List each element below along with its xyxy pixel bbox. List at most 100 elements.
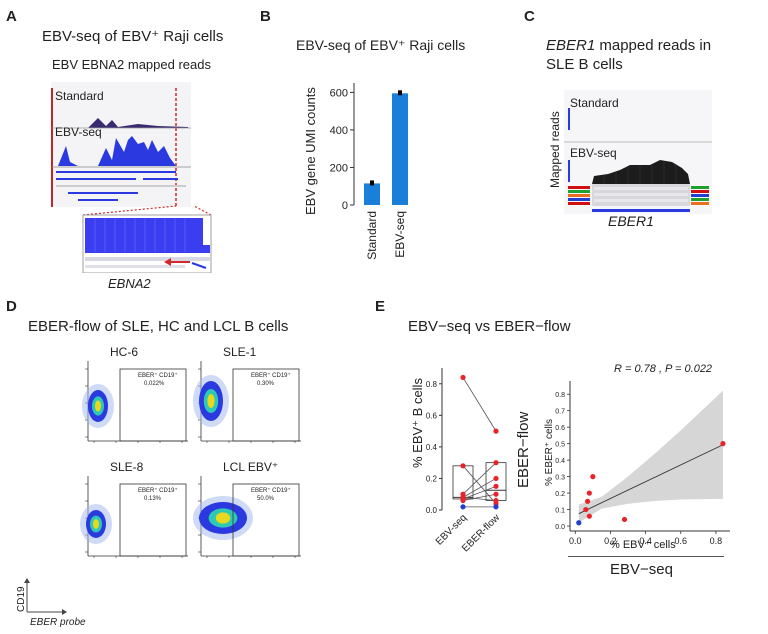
gate-label: EBER⁺ CD19⁺ (138, 487, 178, 494)
y-tick-label: 0.4 (426, 443, 438, 452)
y-tick-label: 0.2 (555, 491, 565, 498)
panel-a-tracks (51, 82, 191, 207)
scatter-point (586, 490, 592, 496)
panel-b-label: B (260, 8, 271, 25)
panel-c-track2-label: EBV-seq (570, 146, 617, 160)
gate-percent: 0.13% (144, 496, 162, 502)
flow-plot-title: LCL EBV⁺ (223, 460, 279, 474)
point-eber-flow (493, 475, 499, 482)
y-tick-label: 0.0 (555, 524, 565, 531)
density-yellow (93, 519, 99, 529)
scatter-point (586, 513, 592, 519)
panel-e-label: E (375, 298, 386, 315)
pair-line (462, 485, 497, 500)
y-tick-label: 0.8 (555, 392, 565, 399)
pair-line (462, 462, 497, 495)
point-eber-flow (493, 460, 499, 466)
y-tick-label: 0.3 (555, 475, 565, 482)
panel-c-title-rest: mapped reads in (595, 37, 712, 54)
category-label: EBV-seq (393, 211, 407, 258)
panel-b-bar-chart: 0 200 400 600 Standard EBV-seq (330, 83, 408, 260)
point-eber-flow (493, 497, 499, 504)
panel-e-divider (568, 556, 724, 557)
flow-plot-4: EBER⁺ CD19⁺ 50.0% (193, 476, 301, 558)
flow-plot-2: EBER⁺ CD19⁺ 0.30% (193, 361, 301, 443)
y-tick-label: 0.6 (555, 425, 565, 432)
y-tick-label: 0.6 (426, 411, 438, 420)
point-ebv-seq (460, 374, 466, 381)
density-yellow (215, 512, 231, 524)
point-eber-flow (493, 483, 499, 489)
panel-c-label: C (524, 8, 535, 25)
bar-standard (364, 183, 380, 205)
gate-percent: 0.30% (257, 381, 275, 387)
x-tick-label: 0.8 (710, 536, 723, 546)
scatter-point (720, 441, 726, 447)
x-tick-label: 0.6 (675, 536, 688, 546)
x-tick-label: 0.4 (639, 536, 652, 546)
panel-a-subtitle: EBV EBNA2 mapped reads (52, 57, 211, 72)
gate-percent: 50.0% (257, 496, 275, 502)
gate-label: EBER⁺ CD19⁺ (251, 487, 291, 494)
category-label: Standard (365, 211, 379, 260)
panel-e-right-xlabel-outer: EBV−seq (610, 561, 673, 578)
panel-b-title: EBV-seq of EBV⁺ Raji cells (296, 37, 466, 53)
flow-plot-title: SLE-8 (110, 460, 144, 474)
panel-c-track1-label: Standard (570, 96, 619, 110)
y-tick-label: 0 (342, 200, 348, 212)
y-tick-label: 400 (330, 125, 348, 137)
point-ebv-seq (460, 463, 466, 469)
flow-plot-1: EBER⁺ CD19⁺ 0.022% (82, 361, 188, 443)
fit-line (578, 444, 724, 515)
scatter-point (576, 520, 582, 526)
panel-a-zoom (82, 205, 212, 273)
correlation-stats: R = 0.78 , P = 0.022 (614, 363, 712, 375)
panel-b-ylabel: EBV gene UMI counts (303, 87, 318, 215)
x-tick-label: 0.2 (604, 536, 617, 546)
y-tick-label: 0.0 (426, 506, 438, 515)
bar-ebv-seq (392, 93, 408, 205)
gate-box (232, 483, 300, 557)
gate-box (232, 368, 300, 442)
panel-e-title: EBV−seq vs EBER−flow (408, 318, 571, 335)
point-ebv-seq (460, 504, 466, 510)
panel-d-title: EBER-flow of SLE, HC and LCL B cells (28, 318, 289, 335)
panel-c-gene-label: EBER1 (608, 213, 654, 229)
pair-line (462, 496, 497, 501)
density-yellow (207, 394, 215, 408)
gate-label: EBER⁺ CD19⁺ (138, 372, 178, 379)
panel-a-title: EBV-seq of EBV⁺ Raji cells (42, 28, 224, 45)
panel-e-right-xlabel-inner: % EBV⁺ cells (610, 539, 676, 551)
y-tick-label: 0.7 (555, 409, 565, 416)
confidence-band (578, 390, 723, 523)
pair-line (462, 478, 497, 498)
point-eber-flow (493, 428, 499, 434)
y-tick-label: 0.5 (555, 442, 565, 449)
x-tick-label: 0.0 (569, 536, 582, 546)
panel-c-tracks (564, 90, 712, 214)
panel-d-xaxis: EBER probe (30, 617, 86, 628)
gate-label: EBER⁺ CD19⁺ (251, 372, 291, 379)
panel-d-axis-arrows (24, 578, 67, 615)
scatter-point (584, 498, 591, 504)
scatter-point (583, 506, 589, 513)
panel-a-gene-label: EBNA2 (108, 276, 151, 291)
flow-plot-3: EBER⁺ CD19⁺ 0.13% (80, 476, 188, 558)
gate-box (119, 368, 187, 442)
y-tick-label: 600 (330, 87, 348, 99)
y-tick-label: 0.8 (426, 380, 438, 389)
flow-plot-title: HC-6 (110, 345, 139, 359)
panel-a-track2-label: EBV-seq (55, 125, 102, 139)
flow-plot-title: SLE-1 (223, 345, 257, 359)
density-yellow (95, 400, 101, 412)
panel-c-title-line1: EBER1 mapped reads in (546, 37, 712, 54)
scatter-point (590, 474, 596, 480)
panel-d-label: D (6, 298, 17, 315)
point-eber-flow (493, 491, 499, 497)
point-eber-flow (493, 504, 499, 510)
gate-box (119, 483, 187, 557)
panel-e-correlation-plot: R = 0.78 , P = 0.022 0.0 0.1 0.2 0.3 0.4 0.5 0.… (555, 363, 730, 546)
panel-a-label: A (6, 8, 17, 25)
panel-c-ylabel: Mapped reads (548, 111, 562, 188)
